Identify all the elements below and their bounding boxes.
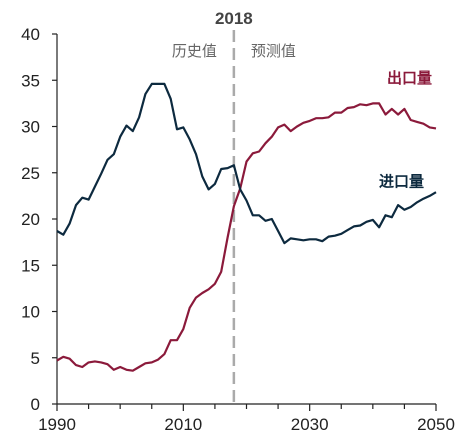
y-tick-label: 35: [21, 71, 40, 90]
x-tick-label: 2030: [291, 415, 329, 434]
series-labels: 出口量 进口量: [379, 69, 432, 191]
chart-axes: [56, 34, 436, 405]
y-tick-label: 30: [21, 118, 40, 137]
y-tick-label: 10: [21, 303, 40, 322]
y-tick-label: 40: [21, 25, 40, 44]
x-tick-label: 1990: [38, 415, 76, 434]
forecast-divider: 2018 历史值 预测值: [172, 9, 296, 404]
divider-year-label: 2018: [215, 9, 253, 28]
x-tick-label: 2050: [417, 415, 455, 434]
x-tick-label: 2010: [164, 415, 202, 434]
historical-label: 历史值: [172, 42, 217, 60]
export-series-line: [56, 102, 437, 372]
y-tick-label: 25: [21, 164, 40, 183]
y-tick-label: 15: [21, 256, 40, 275]
y-tick-label: 0: [31, 395, 40, 414]
y-tick-label: 20: [21, 210, 40, 229]
series-lines: [56, 82, 437, 372]
y-axis-ticks: 0 5 10 15 20 25 30 35 40: [21, 25, 57, 414]
import-series-line: [56, 82, 437, 245]
x-axis-ticks: 1990 2010 2030 2050: [38, 404, 455, 434]
y-tick-label: 5: [31, 349, 40, 368]
forecast-label: 预测值: [251, 42, 296, 60]
import-series-label: 进口量: [379, 173, 424, 191]
export-series-label: 出口量: [387, 69, 432, 87]
